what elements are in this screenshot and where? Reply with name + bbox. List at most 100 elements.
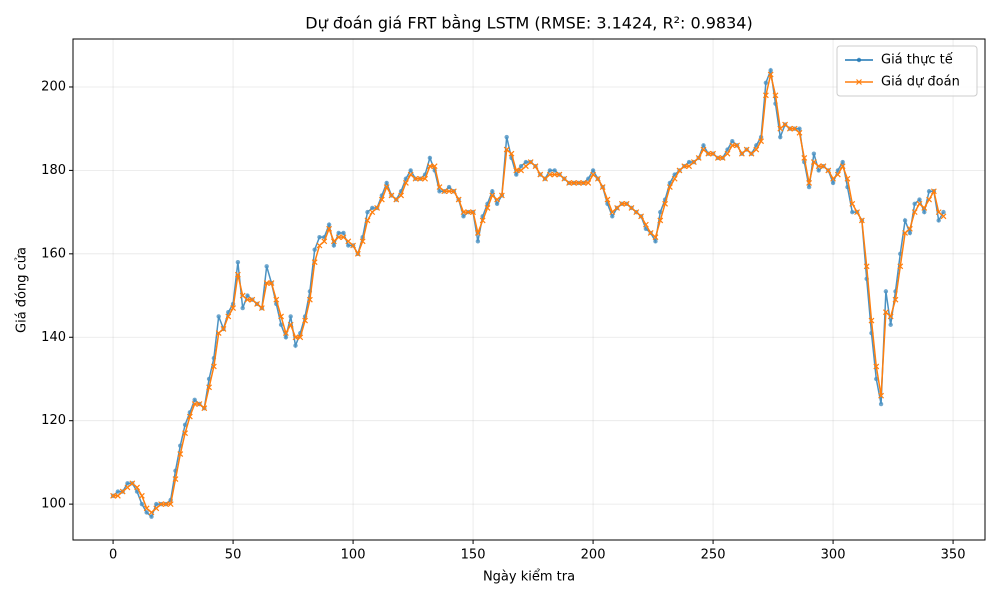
point [633, 209, 640, 216]
point [599, 184, 606, 191]
y-tick-label: 160 [41, 246, 66, 261]
point [114, 492, 121, 499]
chart-title: Dự đoán giá FRT bằng LSTM (RMSE: 3.1424,… [305, 14, 752, 33]
point [484, 205, 491, 211]
point [278, 322, 284, 327]
point [815, 163, 822, 170]
point [244, 296, 251, 303]
point [475, 239, 481, 244]
point [580, 179, 587, 186]
point [758, 138, 765, 145]
point [196, 401, 203, 407]
point [729, 142, 736, 149]
point [652, 234, 659, 241]
point [892, 296, 899, 303]
x-tick-label: 50 [225, 548, 242, 563]
point [129, 480, 136, 487]
legend-label: Giá dự đoán [881, 75, 960, 90]
point [408, 168, 413, 173]
point [527, 159, 534, 165]
point [873, 363, 880, 370]
point [365, 209, 370, 215]
point [514, 172, 519, 177]
point [778, 134, 783, 140]
point [402, 179, 409, 186]
point [206, 384, 213, 391]
legend-marker [856, 79, 862, 85]
point [317, 234, 322, 240]
point [383, 184, 390, 191]
point [738, 150, 745, 157]
point [288, 314, 293, 319]
point [590, 171, 597, 178]
point [470, 209, 477, 216]
point [518, 164, 524, 169]
point [258, 305, 265, 311]
point [614, 205, 621, 211]
point [369, 209, 376, 216]
x-tick-label: 350 [941, 548, 966, 563]
point [618, 200, 625, 207]
x-tick-label: 100 [341, 548, 366, 563]
point [431, 163, 438, 170]
point [234, 271, 241, 278]
y-tick-label: 180 [41, 163, 66, 178]
point [124, 484, 131, 491]
point [268, 280, 275, 286]
point [748, 150, 755, 157]
point [575, 179, 582, 186]
point [690, 159, 697, 165]
point [556, 171, 563, 178]
point [513, 167, 520, 174]
point [239, 292, 246, 299]
point [312, 247, 317, 252]
plot-frame [72, 38, 986, 541]
point [158, 501, 165, 508]
point [710, 150, 717, 157]
point [498, 192, 505, 199]
point [374, 205, 381, 211]
point [849, 200, 856, 207]
point [839, 163, 846, 170]
point [182, 430, 189, 437]
point [201, 405, 208, 412]
point [335, 234, 342, 241]
point [167, 501, 174, 508]
point [437, 189, 442, 194]
point [658, 209, 663, 215]
x-axis-label: Ngày kiểm tra [483, 570, 575, 585]
point [863, 263, 870, 270]
point [125, 481, 130, 486]
x-tick-label: 300 [821, 548, 846, 563]
point [797, 126, 802, 131]
point [676, 167, 683, 174]
point [594, 175, 601, 182]
point [330, 238, 337, 245]
point [417, 175, 424, 182]
point [316, 242, 323, 249]
point [422, 175, 429, 182]
point [681, 163, 688, 170]
point [883, 289, 889, 294]
point [186, 413, 193, 420]
point [350, 242, 357, 249]
point [657, 217, 664, 224]
point [714, 154, 721, 161]
point [245, 293, 250, 298]
point [446, 188, 453, 195]
point [917, 197, 922, 202]
point [297, 334, 304, 341]
point [138, 492, 145, 499]
point [907, 230, 913, 236]
point [906, 225, 913, 232]
point [671, 175, 678, 182]
point [474, 230, 481, 236]
point [354, 250, 361, 257]
point [566, 179, 573, 186]
point [370, 205, 375, 211]
point [700, 146, 707, 153]
point [888, 322, 893, 327]
point [210, 363, 217, 370]
point [801, 154, 808, 161]
